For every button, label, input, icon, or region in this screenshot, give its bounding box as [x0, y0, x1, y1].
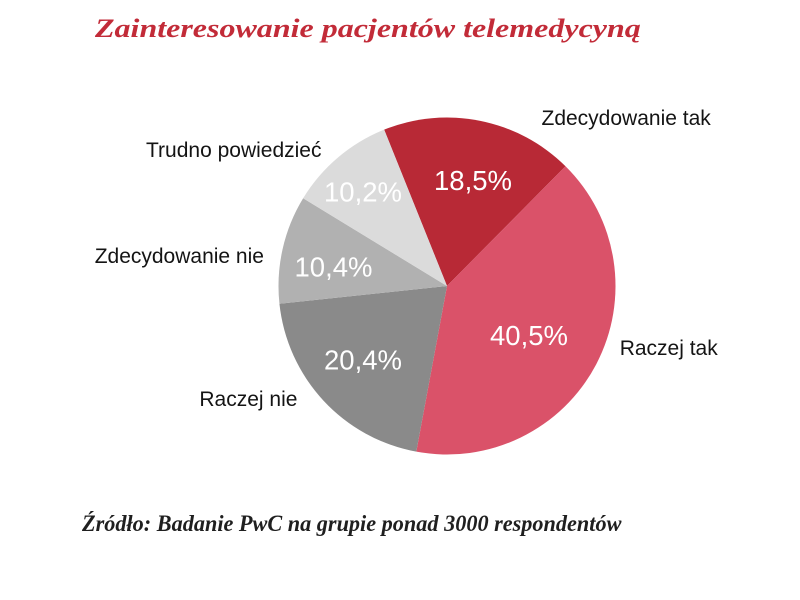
svg-text:18,5%: 18,5%: [434, 165, 512, 196]
svg-text:40,5%: 40,5%: [490, 320, 568, 351]
svg-text:10,4%: 10,4%: [295, 252, 373, 283]
svg-text:10,2%: 10,2%: [324, 177, 402, 208]
svg-text:20,4%: 20,4%: [324, 344, 402, 375]
